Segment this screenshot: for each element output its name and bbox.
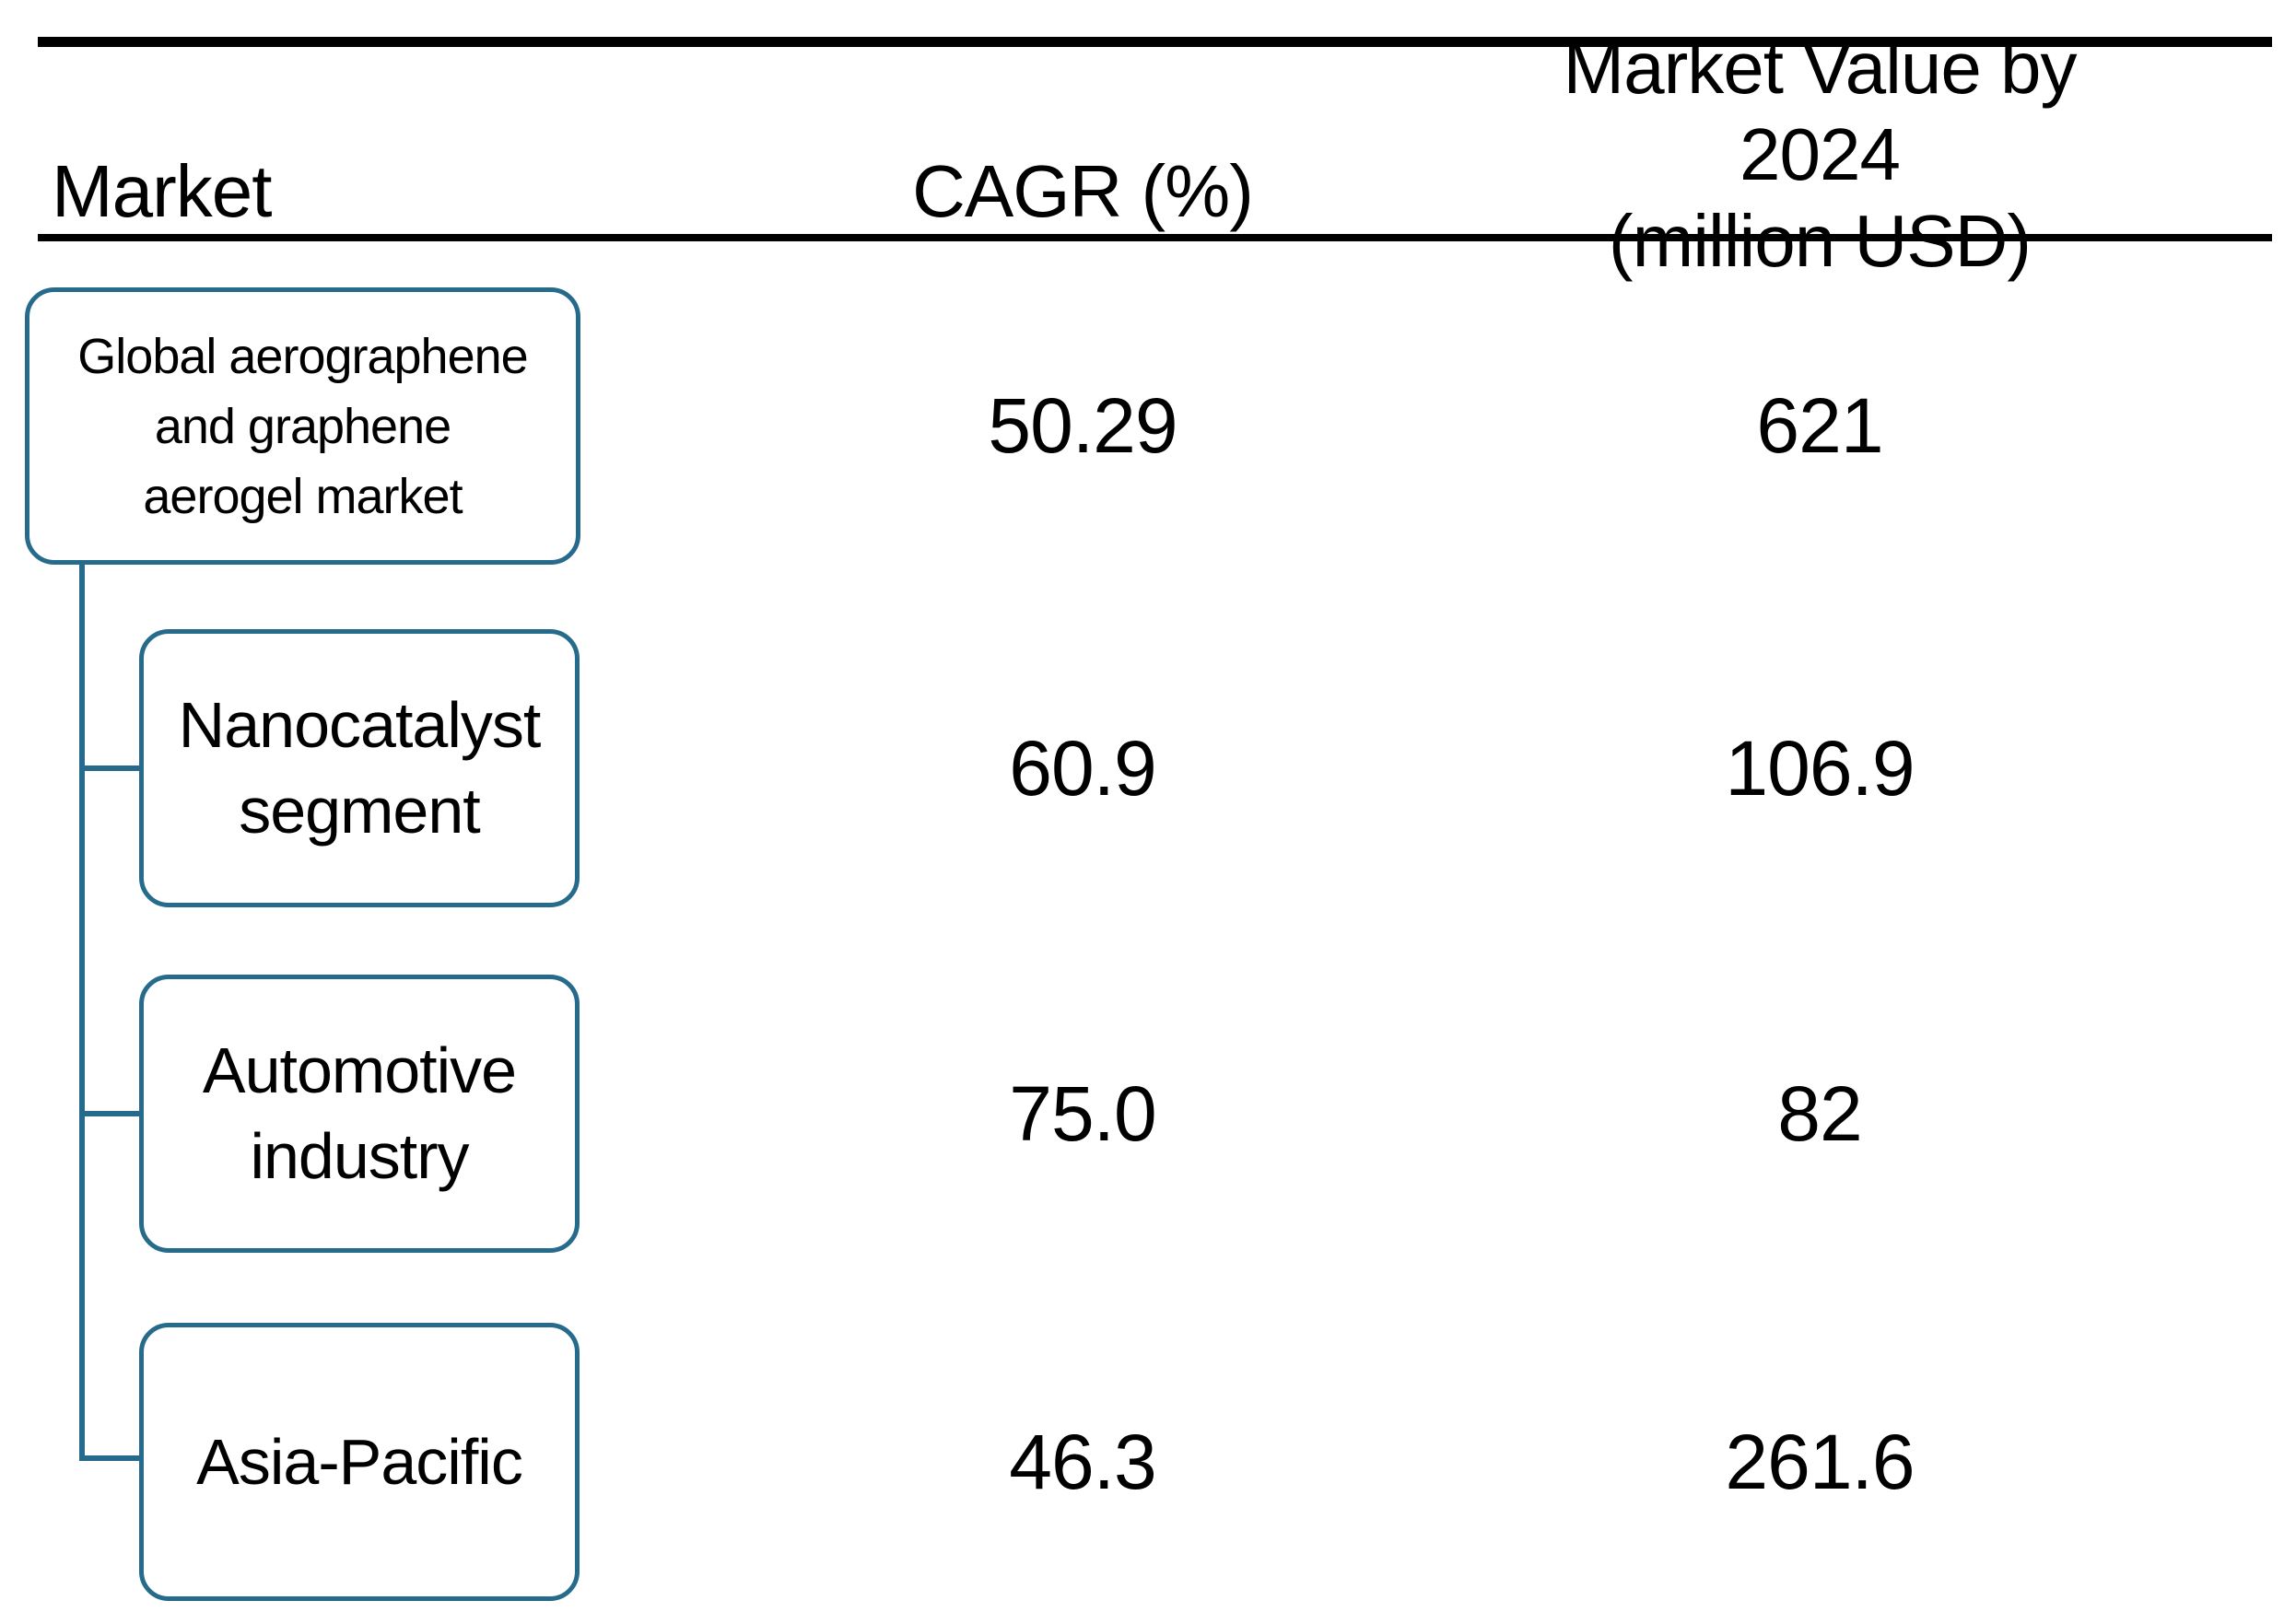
header-rule [38,234,2272,241]
column-header-market-value: Market Value by 2024 (million USD) [1516,25,2124,285]
header-value-line1: Market Value by 2024 [1563,27,2077,195]
node-label: Global aerographene and graphene aerogel… [77,328,528,524]
cagr-cell-asia-pacific: 46.3 [1009,1419,1157,1505]
tree-branch-line [79,1111,144,1116]
node-label: Nanocatalyst segment [178,689,542,847]
value-cell-global: 621 [1756,382,1883,469]
node-asia-pacific: Asia-Pacific [139,1323,580,1601]
cagr-cell-automotive: 75.0 [1009,1070,1157,1157]
tree-branch-line [79,765,144,771]
column-header-market: Market [52,150,272,232]
node-label: Automotive industry [202,1034,517,1192]
column-header-cagr: CAGR (%) [912,150,1254,232]
cagr-cell-nanocatalyst: 60.9 [1009,725,1157,812]
tree-branch-line [79,1455,144,1461]
value-cell-asia-pacific: 261.6 [1725,1419,1915,1505]
node-label: Asia-Pacific [196,1425,523,1498]
top-rule [38,37,2272,47]
node-global-aerographene-market: Global aerographene and graphene aerogel… [25,287,580,565]
node-nanocatalyst-segment: Nanocatalyst segment [139,629,580,907]
cagr-cell-global: 50.29 [988,382,1177,469]
node-automotive-industry: Automotive industry [139,975,580,1253]
tree-trunk-line [79,565,85,1461]
value-cell-automotive: 82 [1777,1070,1862,1157]
value-cell-nanocatalyst: 106.9 [1725,725,1915,812]
